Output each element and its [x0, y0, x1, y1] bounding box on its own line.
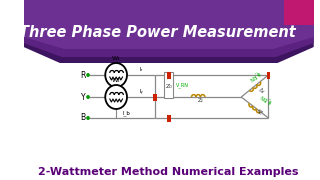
Text: R: R [80, 71, 85, 80]
Text: B: B [80, 114, 85, 123]
Circle shape [105, 85, 127, 109]
Text: Three Phase Power Measurement: Three Phase Power Measurement [20, 24, 296, 39]
Text: Y: Y [81, 93, 85, 102]
Bar [167, 71, 171, 78]
Bar [284, 0, 314, 25]
Text: Z₀: Z₀ [165, 84, 172, 89]
Bar [24, 63, 314, 180]
Text: Iᵧ: Iᵧ [139, 89, 143, 94]
Circle shape [86, 73, 90, 77]
Text: W₂: W₂ [112, 78, 120, 83]
Circle shape [86, 116, 90, 120]
Text: ϕ_BN: ϕ_BN [260, 92, 273, 104]
Polygon shape [24, 0, 314, 49]
Text: Iᵣ: Iᵣ [140, 67, 143, 72]
Bar [164, 72, 173, 98]
Bar [167, 114, 171, 122]
Text: ϕ_RN: ϕ_RN [248, 69, 261, 82]
Circle shape [105, 63, 127, 87]
Text: Z₃: Z₃ [257, 106, 264, 114]
Bar [267, 71, 270, 78]
Polygon shape [24, 0, 314, 63]
Polygon shape [24, 0, 314, 57]
Text: W₁: W₁ [112, 56, 120, 61]
Circle shape [86, 95, 90, 99]
Text: 2-Wattmeter Method Numerical Examples: 2-Wattmeter Method Numerical Examples [38, 167, 299, 177]
Bar [153, 93, 157, 100]
Text: I_b: I_b [123, 110, 131, 116]
Text: V_RN: V_RN [176, 82, 189, 88]
Text: Z₂: Z₂ [198, 98, 204, 103]
Text: Z₁: Z₁ [257, 86, 264, 93]
